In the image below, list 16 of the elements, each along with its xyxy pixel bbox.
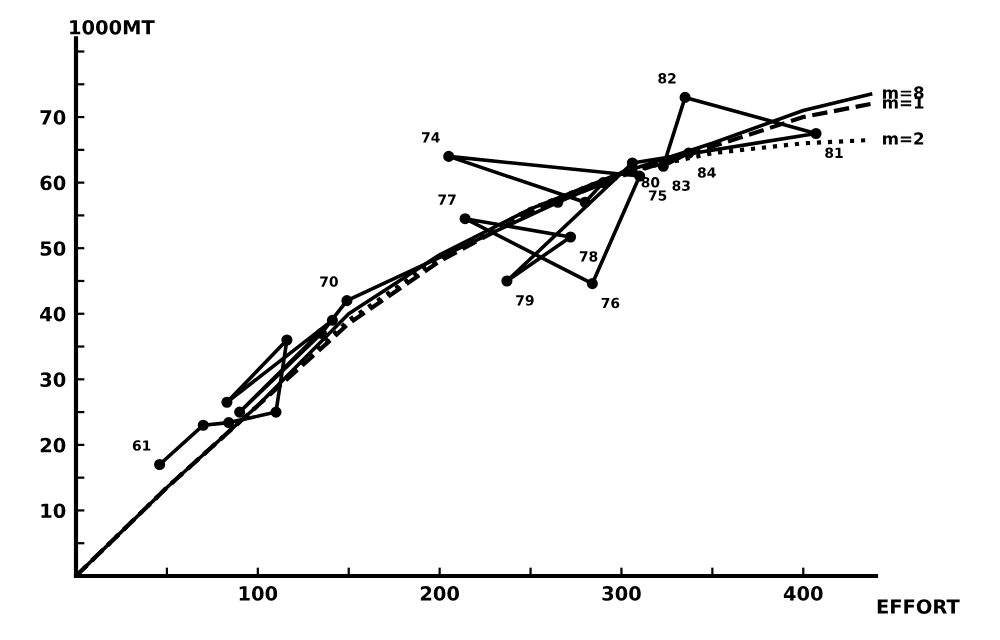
y-tick-label: 20 [40,437,66,453]
y-tick-label: 70 [40,110,66,125]
y-tick-label: 40 [40,306,66,322]
series-label: m=2 [883,132,924,145]
x-tick-label: 400 [783,586,823,601]
x-tick-label: 200 [420,586,459,601]
series-label: m=8 [883,86,924,99]
series-label: m=1 [883,96,924,109]
x-tick-label: 100 [239,586,278,601]
x-axis-title: EFFORT [877,599,960,614]
y-tick-label: 50 [40,241,66,256]
y-axis-title: 1000MT [70,19,155,35]
y-tick-label: 10 [41,503,66,519]
y-tick-label: 30 [40,372,66,387]
x-tick-label: 300 [602,586,641,601]
y-tick-label: 60 [40,175,66,191]
